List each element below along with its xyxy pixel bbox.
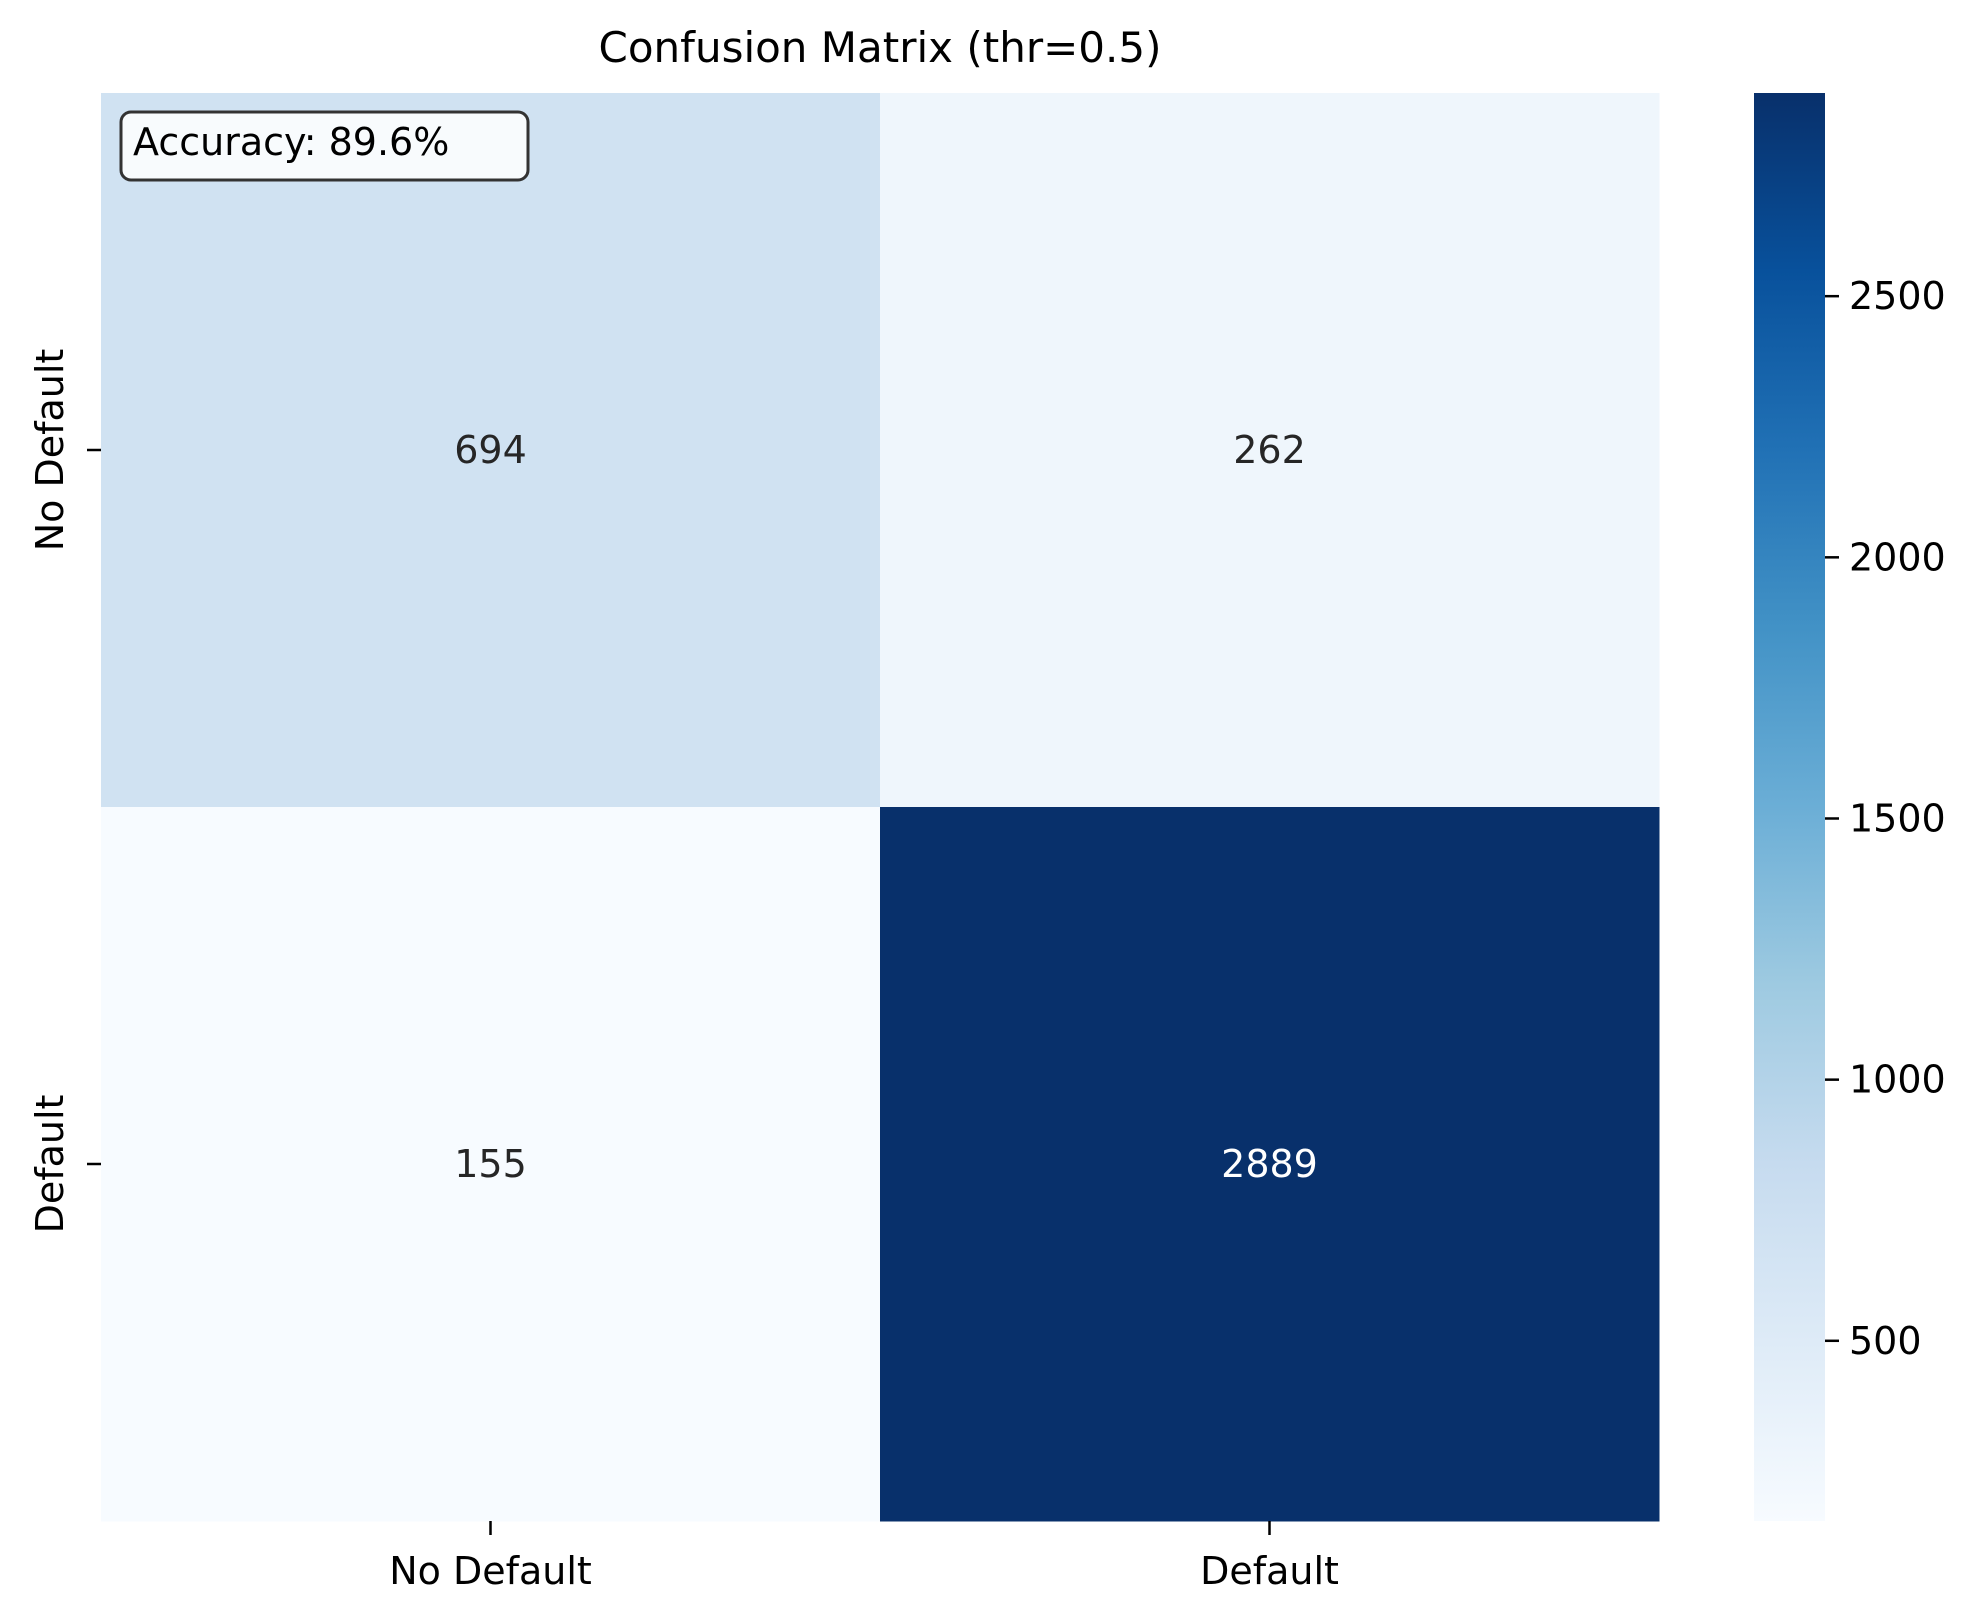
heatmap-cell-label: 155 [454,1142,527,1186]
colorbar-tick-label: 2500 [1849,274,1946,318]
heatmap-cell-label: 262 [1233,428,1306,472]
x-axis: No Default Default [389,1521,1339,1593]
x-tick-label: No Default [389,1549,592,1593]
colorbar-tick-label: 1500 [1849,796,1946,840]
heatmap-cell-labels: 694 262 155 2889 [454,428,1318,1186]
y-axis: No Default Default [28,349,101,1234]
accuracy-annotation-text: Accuracy: 89.6% [133,120,449,164]
heatmap-cell-label: 2889 [1221,1142,1318,1186]
accuracy-annotation: Accuracy: 89.6% [119,110,530,182]
colorbar-tick-label: 2000 [1849,535,1946,579]
colorbar: 500 1000 1500 2000 2500 [1754,93,1946,1521]
x-tick-label: Default [1200,1549,1339,1593]
accuracy-annotation-box [119,110,530,182]
colorbar-tick-label: 500 [1849,1319,1922,1363]
heatmap-cell [880,93,1660,808]
chart-title: Confusion Matrix (thr=0.5) [599,23,1162,72]
heatmap-cells [101,93,1660,1522]
colorbar-ticks: 500 1000 1500 2000 2500 [1825,274,1946,1363]
heatmap-cell [880,807,1660,1522]
y-tick-label: No Default [28,349,72,552]
heatmap-cell [101,93,881,808]
heatmap-cell [101,807,881,1522]
colorbar-tick-label: 1000 [1849,1058,1946,1102]
heatmap-cell-label: 694 [454,428,527,472]
colorbar-gradient [1754,93,1825,1521]
y-tick-label: Default [28,1095,72,1234]
